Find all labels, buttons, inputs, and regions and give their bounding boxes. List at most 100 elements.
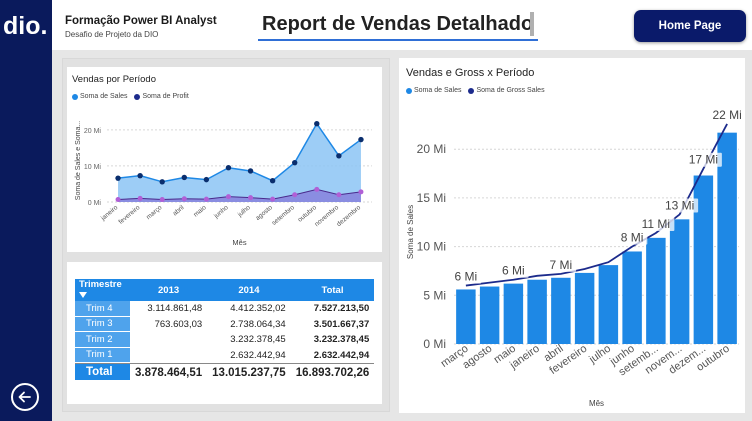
y-tick-label: 20 Mi — [84, 128, 102, 135]
data-label: 8 Mi — [621, 231, 644, 245]
matrix-row: Trim 3 763.603,03 2.738.064,34 3.501.667… — [75, 316, 374, 332]
cell-trim3-total: 3.501.667,37 — [313, 318, 370, 330]
x-tick-label: maio — [192, 204, 208, 219]
back-button[interactable] — [11, 383, 39, 411]
sales-point — [336, 153, 342, 159]
y-tick-label: 0 Mi — [88, 200, 102, 207]
sales-area — [118, 123, 361, 202]
legend-dot-sales — [72, 93, 78, 100]
sales-point — [159, 179, 165, 185]
cell-trim1-2013 — [130, 348, 207, 364]
data-label: 13 Mi — [665, 198, 694, 212]
row-label-trim3[interactable]: Trim 3 — [75, 316, 130, 332]
sales-bar — [551, 277, 571, 344]
profit-point — [270, 196, 276, 202]
y-tick-label: 15 Mi — [417, 191, 446, 205]
sales-point — [225, 165, 232, 171]
row-label-total: Total — [75, 363, 130, 381]
x-axis-label: Mês — [232, 238, 246, 247]
profit-point — [292, 192, 298, 198]
sales-bar — [574, 272, 595, 344]
vendas-por-periodo-card[interactable]: Vendas por Período Soma de Sales Soma de… — [67, 67, 382, 252]
data-label-bg — [545, 257, 577, 272]
legend-label-gross: Soma de Gross Sales — [476, 87, 545, 94]
profit-point — [248, 195, 254, 201]
profit-point — [314, 186, 320, 192]
x-tick-label: julho — [586, 343, 613, 367]
y-axis-label: Soma de Sales e Soma... — [75, 121, 82, 200]
profit-point — [225, 194, 231, 200]
sales-bar — [456, 289, 476, 344]
header-label-trimestre: Trimestre — [79, 279, 122, 290]
home-page-button[interactable]: Home Page — [634, 10, 746, 42]
cell-trim2-2014: 3.232.378,45 — [230, 334, 286, 346]
sales-bar — [527, 279, 547, 344]
x-axis-label: Mês — [589, 399, 604, 408]
row-label-trim4[interactable]: Trim 4 — [75, 301, 130, 317]
sales-point — [358, 136, 364, 143]
profit-area — [118, 189, 361, 202]
x-tick-label: fevereiro — [118, 204, 142, 226]
matrix-header-2014[interactable]: 2014 — [207, 279, 291, 301]
legend-dot-gross — [468, 87, 475, 94]
bar-chart-title: Vendas e Gross x Período — [406, 67, 535, 79]
cell-trim2-2013 — [130, 332, 207, 348]
matrix-total-row: Total 3.878.464,51 13.015.237,75 16.893.… — [75, 363, 375, 381]
data-label-bg — [498, 263, 529, 278]
sales-bar — [717, 132, 737, 344]
legend-label-sales: Soma de Sales — [80, 93, 128, 100]
row-label-trim2[interactable]: Trim 2 — [75, 332, 130, 348]
profit-point — [115, 196, 121, 202]
sales-point — [203, 176, 210, 183]
title-divider — [530, 12, 534, 36]
line-chart-legend: Soma de Sales Soma de Profit — [72, 93, 189, 100]
matrix-header-2013[interactable]: 2013 — [130, 279, 208, 301]
sales-bar — [622, 251, 642, 344]
data-label-bg — [637, 216, 675, 231]
sidebar: dio. — [0, 0, 52, 421]
bar-chart-legend: Soma de Sales Soma de Gross Sales — [406, 87, 545, 94]
legend-item-gross: Soma de Gross Sales — [468, 87, 545, 94]
y-tick-label: 10 Mi — [84, 164, 102, 171]
cell-trim1-2014: 2.632.442,94 — [230, 349, 286, 361]
matrix-header-trimestre[interactable]: Trimestre — [75, 279, 130, 301]
x-tick-label: dezembro — [336, 204, 363, 228]
cell-trim4-2013: 3.114.861,48 — [147, 303, 203, 315]
x-tick-label: julho — [236, 204, 252, 219]
arrow-left-circle-icon — [18, 391, 31, 403]
sales-point — [247, 168, 254, 174]
line-chart-title: Vendas por Período — [72, 74, 156, 85]
header: Formação Power BI Analyst Desafio de Pro… — [52, 0, 752, 50]
x-tick-label: março — [145, 204, 164, 221]
cell-trim3-2014: 2.738.064,34 — [230, 318, 286, 330]
brand-title: Formação Power BI Analyst — [65, 15, 217, 27]
sales-bar — [598, 265, 619, 344]
sales-point — [115, 175, 121, 181]
vendas-gross-card[interactable]: Vendas e Gross x Período Soma de Sales S… — [399, 58, 745, 413]
cell-trim2-total: 3.232.378,45 — [313, 334, 370, 346]
brand-subtitle: Desafio de Projeto da DIO — [65, 30, 159, 39]
cell-trim4-total: 7.527.213,50 — [313, 303, 370, 315]
legend-label-sales: Soma de Sales — [414, 87, 462, 94]
matrix-header-total[interactable]: Total — [290, 279, 375, 301]
data-label: 17 Mi — [689, 153, 718, 167]
x-tick-label: agosto — [254, 204, 274, 222]
x-tick-label: abril — [172, 204, 186, 218]
row-label-trim1[interactable]: Trim 1 — [75, 347, 130, 363]
dio-logo: dio. — [0, 0, 52, 48]
data-label: 6 Mi — [502, 264, 525, 278]
cell-trim1-total: 2.632.442,94 — [313, 349, 370, 361]
sales-bar — [693, 175, 714, 344]
cell-total-2014: 13.015.237,75 — [207, 363, 291, 381]
cell-total-2013: 3.878.464,51 — [130, 363, 208, 381]
x-tick-label: setembro — [271, 204, 297, 227]
legend-item-sales: Soma de Sales — [72, 93, 127, 100]
sales-point — [292, 159, 298, 166]
sales-line — [117, 122, 362, 183]
matrix-row: Trim 4 3.114.861,48 4.412.352,02 7.527.2… — [75, 301, 374, 317]
data-label-bg — [661, 198, 699, 213]
data-label-bg — [450, 269, 482, 284]
